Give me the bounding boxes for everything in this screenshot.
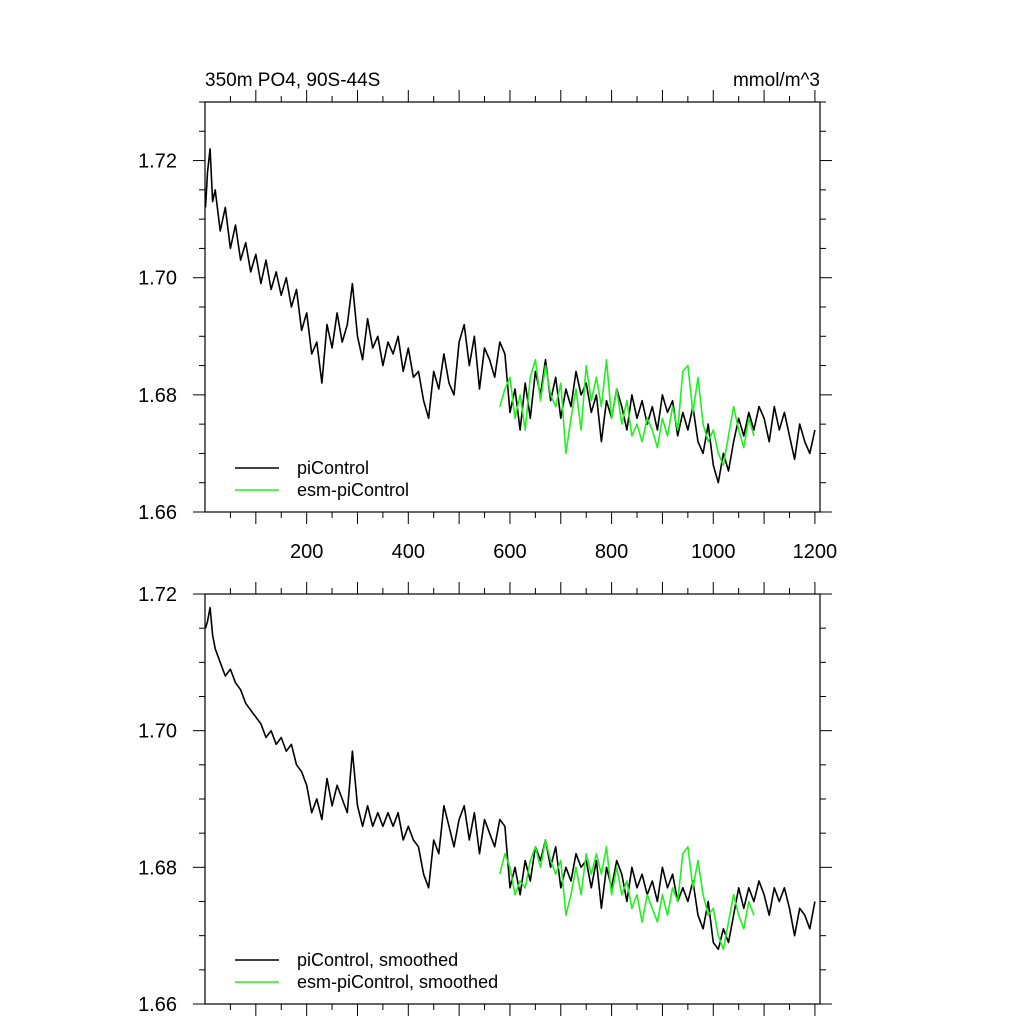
bottom-panel: 1.66 1.68 1.70 1.72 piControl, smoothedesm-p… (138, 582, 832, 1016)
x-tick-label: 800 (595, 541, 628, 563)
legend-label: piControl (297, 458, 369, 478)
legend-label: esm-piControl (297, 480, 409, 500)
y-tick-label: 1.68 (138, 385, 177, 407)
legend-label: piControl, smoothed (297, 950, 458, 970)
series-line-1 (499, 358, 755, 466)
legend-label: esm-piControl, smoothed (297, 972, 498, 992)
series-line-0 (204, 606, 816, 951)
x-tick-label: 1200 (793, 541, 838, 563)
plot-frame (204, 101, 821, 513)
y-tick-label: 1.68 (138, 857, 177, 879)
chart-title: 350m PO4, 90S-44S (205, 70, 380, 91)
units-label: mmol/m^3 (733, 70, 820, 91)
x-tick-label: 200 (290, 541, 323, 563)
series-line-1 (499, 839, 755, 951)
y-tick-label: 1.70 (138, 721, 177, 743)
x-tick-label: 600 (493, 541, 526, 563)
y-tick-label: 1.72 (138, 151, 177, 173)
y-tick-label: 1.66 (138, 502, 177, 524)
y-tick-label: 1.66 (138, 994, 177, 1016)
series-line-0 (204, 148, 816, 484)
x-tick-label: 400 (392, 541, 425, 563)
top-panel: 1.66 1.68 1.70 1.72 200 400 600 800 1000 1200 350m… (138, 70, 837, 563)
y-tick-label: 1.72 (138, 584, 177, 606)
y-tick-label: 1.70 (138, 268, 177, 290)
x-tick-label: 1000 (691, 541, 736, 563)
